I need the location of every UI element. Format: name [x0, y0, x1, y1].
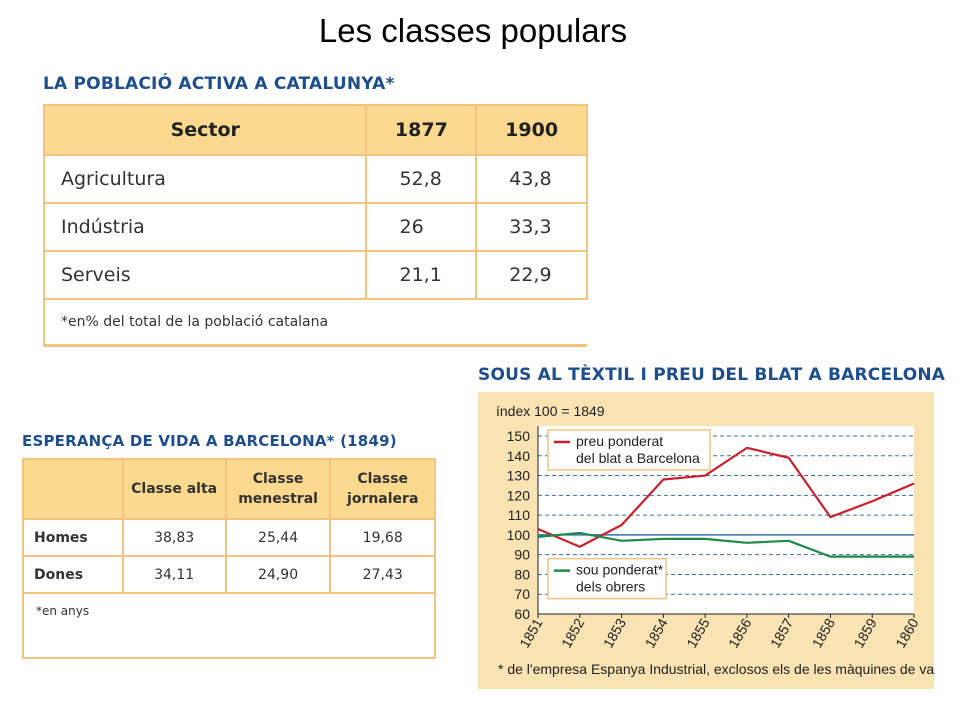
- header-1900: 1900: [475, 104, 588, 156]
- chart-title: SOUS AL TÈXTIL I PREU DEL BLAT A BARCELO…: [478, 365, 946, 385]
- active-population-title: LA POBLACIÓ ACTIVA A CATALUNYA*: [43, 74, 395, 94]
- active-population-table: Sector 1877 1900 Agricultura 52,8 43,8 I…: [42, 104, 588, 347]
- legend-preu-blat-box: [547, 429, 711, 471]
- cell-value: 27,43: [329, 555, 436, 594]
- table-header-row: Classe alta Classe menestral Classe jorn…: [22, 458, 436, 520]
- table-row: Agricultura 52,8 43,8: [42, 154, 588, 204]
- row-label: Dones: [22, 555, 124, 594]
- legend-sou-obrers-box: [547, 557, 667, 600]
- x-tick-label: 1855: [683, 615, 713, 650]
- legend-sou-obrers-label: dels obrers: [576, 579, 645, 595]
- cell-value: 22,9: [475, 250, 588, 300]
- y-tick-label: 150: [507, 428, 531, 444]
- cell-value: 26: [365, 202, 478, 252]
- life-expectancy-title: ESPERANÇA DE VIDA A BARCELONA* (1849): [22, 432, 397, 450]
- cell-value: 38,83: [121, 518, 227, 557]
- header-classe-menestral: Classe menestral: [224, 458, 332, 520]
- header-classe-alta: Classe alta: [121, 458, 227, 520]
- legend-preu-blat-label: preu ponderat: [576, 433, 663, 449]
- table-footnote: *en anys: [22, 592, 436, 659]
- y-tick-label: 120: [507, 487, 531, 503]
- x-tick-label: 1856: [725, 615, 755, 650]
- header-classe-jornalera: Classe jornalera: [329, 458, 436, 520]
- cell-value: 24,90: [224, 555, 332, 594]
- y-tick-label: 60: [514, 606, 530, 622]
- y-tick-label: 70: [514, 586, 530, 602]
- header-empty: [22, 458, 124, 520]
- legend-preu-blat-label: del blat a Barcelona: [576, 450, 700, 466]
- y-tick-label: 100: [507, 527, 531, 543]
- page-title: Les classes populars: [318, 12, 628, 49]
- table-row: Serveis 21,1 22,9: [42, 250, 588, 300]
- cell-value: 43,8: [475, 154, 588, 204]
- table-footnote-row: *en anys: [22, 592, 436, 659]
- row-label: Serveis: [42, 250, 368, 300]
- table-footnote: *en% del total de la població catalana: [43, 298, 587, 347]
- table-row: Homes 38,83 25,44 19,68: [22, 518, 436, 557]
- life-expectancy-table: Classe alta Classe menestral Classe jorn…: [22, 458, 436, 659]
- y-tick-label: 80: [514, 566, 530, 582]
- x-tick-label: 1860: [892, 615, 922, 650]
- cell-value: 34,11: [121, 555, 227, 594]
- cell-value: 21,1: [365, 250, 478, 300]
- row-label: Homes: [22, 518, 124, 557]
- y-tick-label: 90: [514, 547, 530, 563]
- table-header-row: Sector 1877 1900: [42, 104, 588, 156]
- x-tick-label: 1859: [850, 615, 880, 650]
- y-tick-label: 130: [507, 468, 531, 484]
- x-tick-label: 1858: [809, 615, 839, 650]
- cell-value: 52,8: [365, 154, 478, 204]
- x-tick-label: 1854: [641, 615, 671, 650]
- line-chart: índex 100 = 1849 60 70 80 90 100 110 120 130 140 1…: [496, 403, 934, 677]
- row-label: Indústria: [42, 202, 368, 252]
- x-tick-label: 1853: [600, 615, 630, 650]
- y-tick-label: 110: [508, 507, 531, 523]
- x-tick-label: 1852: [558, 615, 588, 650]
- y-tick-label: 140: [507, 448, 531, 464]
- cell-value: 19,68: [329, 518, 436, 557]
- header-1877: 1877: [365, 104, 478, 156]
- chart-subtitle: índex 100 = 1849: [496, 403, 605, 419]
- table-row: Indústria 26 33,3: [42, 202, 588, 252]
- table-row: Dones 34,11 24,90 27,43: [22, 555, 436, 594]
- table-footnote-row: *en% del total de la població catalana: [43, 298, 587, 347]
- x-tick-label: 1857: [767, 615, 797, 650]
- cell-value: 33,3: [475, 202, 588, 252]
- header-sector: Sector: [42, 104, 368, 156]
- chart-footnote: * de l'empresa Espanya Industrial, exclo…: [498, 661, 934, 677]
- legend-sou-obrers-label: sou ponderat*: [576, 562, 664, 578]
- series-line-sou-obrers: [537, 531, 914, 558]
- row-label: Agricultura: [42, 154, 368, 204]
- line-chart-panel: índex 100 = 1849 60 70 80 90 100 110 120 130 140 1…: [478, 392, 934, 689]
- cell-value: 25,44: [224, 518, 332, 557]
